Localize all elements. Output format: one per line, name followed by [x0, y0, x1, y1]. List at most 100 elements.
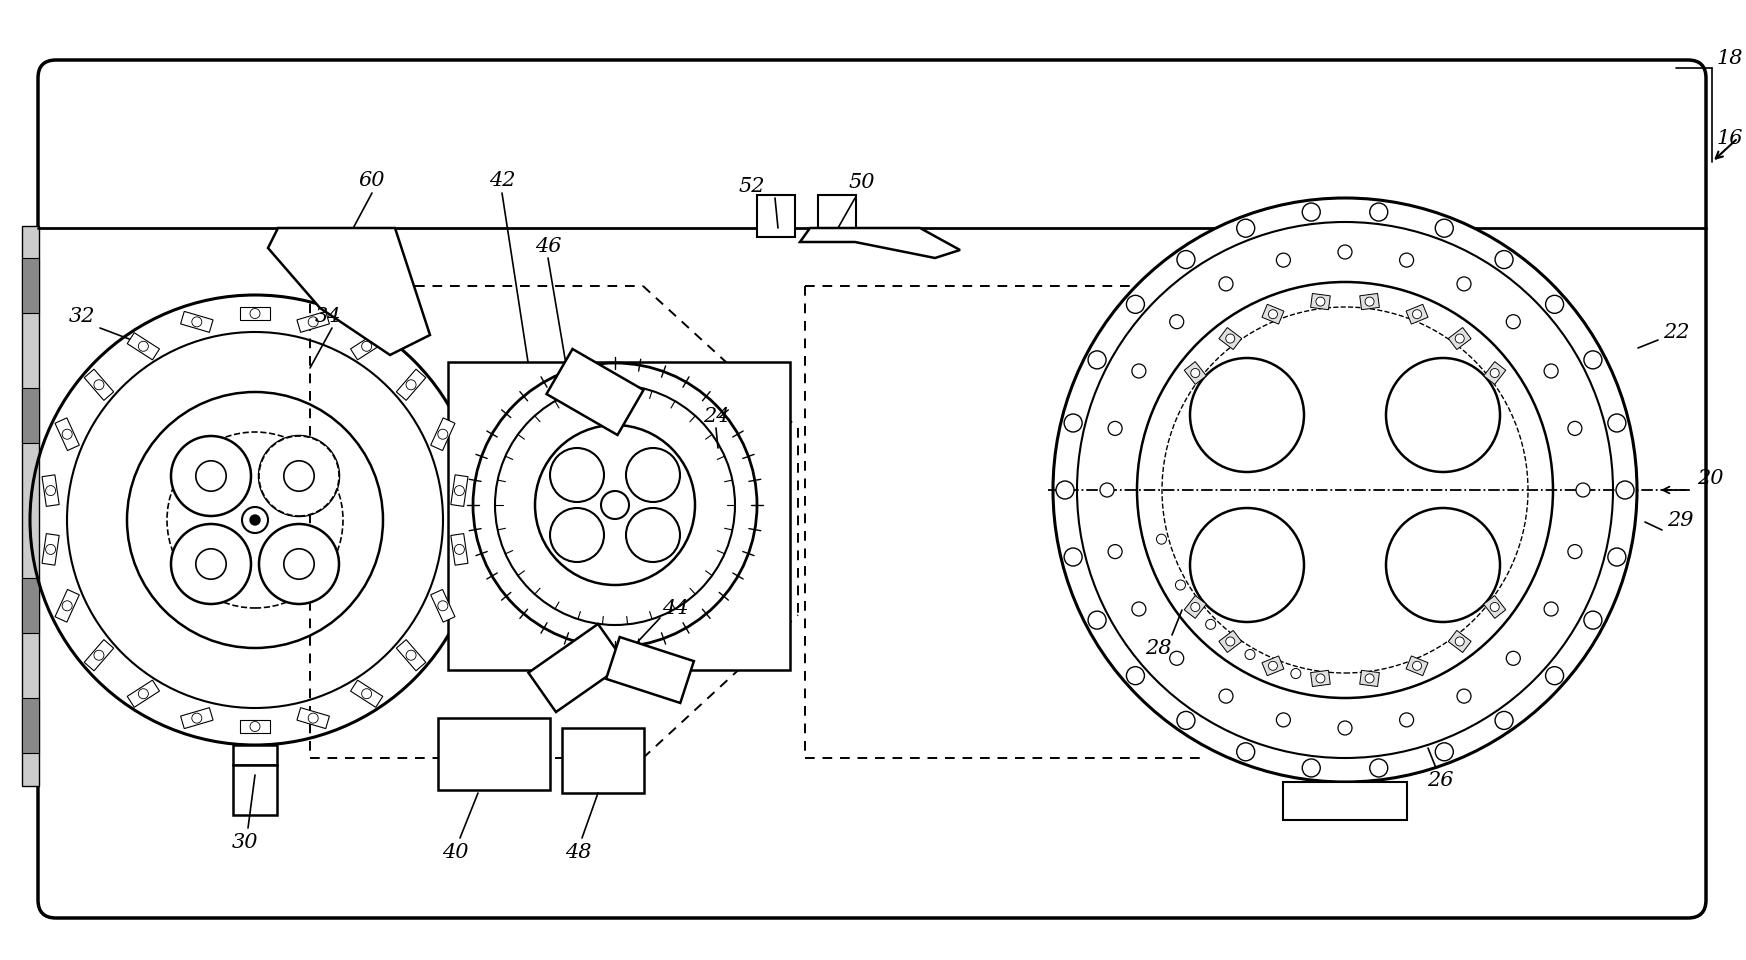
Circle shape: [1337, 245, 1351, 259]
Text: 20: 20: [1697, 468, 1723, 488]
Circle shape: [1577, 483, 1591, 497]
Bar: [56, 589, 79, 622]
Circle shape: [1236, 743, 1255, 761]
Circle shape: [1400, 253, 1414, 267]
Bar: [1184, 595, 1206, 618]
Bar: [84, 639, 113, 671]
Circle shape: [1053, 198, 1638, 782]
Bar: [232, 765, 278, 815]
Circle shape: [1109, 544, 1123, 559]
Circle shape: [1226, 334, 1234, 343]
Circle shape: [1219, 689, 1233, 703]
Circle shape: [192, 317, 203, 326]
Circle shape: [250, 722, 260, 732]
Circle shape: [1456, 276, 1470, 291]
Text: 22: 22: [1662, 323, 1688, 342]
Circle shape: [250, 308, 260, 319]
Circle shape: [1371, 204, 1388, 221]
Bar: [23, 698, 38, 753]
Bar: [1184, 362, 1206, 384]
Circle shape: [196, 549, 227, 579]
Circle shape: [1456, 689, 1470, 703]
Bar: [606, 637, 693, 703]
Bar: [351, 333, 382, 360]
Circle shape: [1191, 603, 1200, 612]
Bar: [1449, 327, 1472, 349]
Circle shape: [1156, 534, 1166, 544]
Circle shape: [1495, 711, 1514, 730]
Circle shape: [1177, 711, 1194, 730]
Polygon shape: [267, 228, 430, 355]
Text: 40: 40: [442, 843, 468, 861]
Text: 26: 26: [1426, 771, 1453, 789]
Text: 28: 28: [1145, 638, 1172, 658]
Circle shape: [1545, 296, 1564, 313]
Bar: [180, 311, 213, 332]
Circle shape: [1454, 334, 1465, 343]
Circle shape: [1175, 580, 1186, 590]
Circle shape: [407, 650, 416, 660]
Text: 18: 18: [1716, 49, 1743, 67]
Circle shape: [1170, 315, 1184, 328]
Bar: [127, 680, 159, 708]
Bar: [431, 589, 456, 622]
Bar: [239, 720, 271, 733]
Bar: [1283, 782, 1407, 820]
Circle shape: [1435, 743, 1453, 761]
Bar: [232, 745, 278, 765]
Circle shape: [1495, 251, 1514, 269]
Circle shape: [1337, 721, 1351, 735]
Circle shape: [1131, 364, 1145, 378]
Circle shape: [258, 436, 339, 516]
Circle shape: [550, 508, 604, 562]
Circle shape: [1386, 508, 1500, 622]
Circle shape: [285, 549, 314, 579]
Circle shape: [1276, 253, 1290, 267]
Bar: [529, 624, 625, 712]
Circle shape: [1386, 358, 1500, 472]
Circle shape: [1491, 603, 1500, 612]
Circle shape: [1191, 369, 1200, 377]
Circle shape: [1219, 276, 1233, 291]
Circle shape: [1617, 481, 1634, 499]
Circle shape: [309, 317, 318, 326]
Circle shape: [454, 486, 464, 495]
Text: 24: 24: [702, 406, 730, 425]
Circle shape: [1131, 602, 1145, 616]
Circle shape: [1191, 358, 1304, 472]
Circle shape: [1245, 650, 1255, 660]
Circle shape: [1543, 602, 1557, 616]
Bar: [297, 708, 330, 729]
Circle shape: [1236, 219, 1255, 237]
Circle shape: [94, 380, 105, 390]
Bar: [23, 258, 38, 313]
Bar: [351, 680, 382, 708]
Circle shape: [1276, 713, 1290, 727]
Bar: [396, 370, 426, 400]
Circle shape: [250, 515, 260, 525]
Circle shape: [1063, 548, 1083, 566]
Bar: [297, 311, 330, 332]
Circle shape: [407, 380, 416, 390]
Circle shape: [1109, 421, 1123, 436]
Circle shape: [243, 507, 267, 533]
Text: 50: 50: [849, 174, 875, 193]
Bar: [1360, 670, 1379, 686]
Circle shape: [1126, 666, 1144, 684]
Circle shape: [438, 601, 447, 611]
Circle shape: [171, 524, 251, 604]
Bar: [56, 418, 79, 450]
Circle shape: [1507, 651, 1521, 665]
Bar: [1262, 656, 1283, 676]
Circle shape: [1191, 508, 1304, 622]
Bar: [1449, 631, 1472, 653]
Circle shape: [63, 601, 72, 611]
Bar: [562, 728, 644, 793]
Text: 30: 30: [232, 833, 258, 852]
Circle shape: [63, 429, 72, 440]
Circle shape: [1268, 661, 1278, 670]
Circle shape: [361, 688, 372, 699]
Circle shape: [1088, 612, 1105, 629]
Circle shape: [1371, 759, 1388, 777]
Bar: [438, 718, 550, 790]
